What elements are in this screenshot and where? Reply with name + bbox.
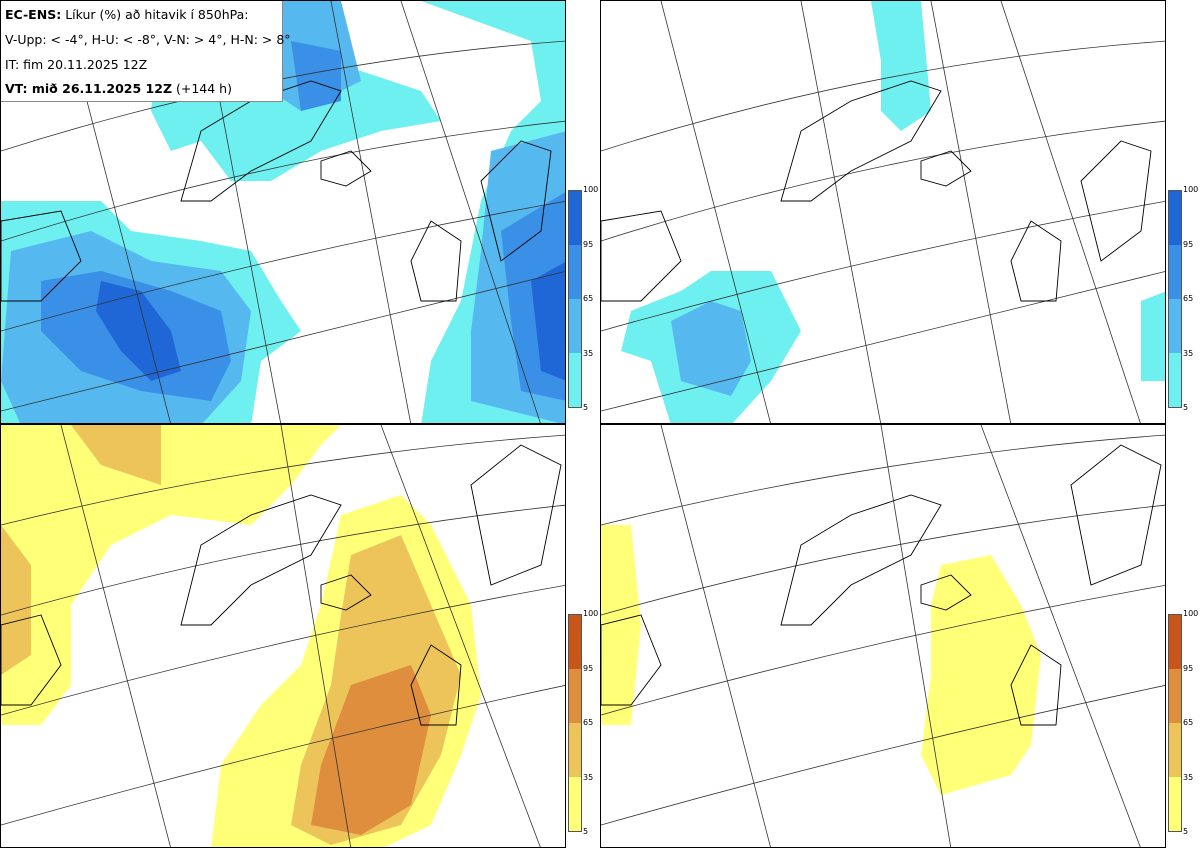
model-name: EC-ENS: (5, 7, 62, 22)
colorbar-segment (1169, 353, 1181, 407)
colorbar-segment (569, 615, 581, 669)
colorbar-segment (569, 191, 581, 245)
colorbar-tick-label: 95 (1183, 663, 1194, 673)
colorbar-segment (1169, 299, 1181, 353)
map-panel-warm-4 (0, 424, 566, 848)
colorbar-segment (1169, 615, 1181, 669)
colorbar-segment (1169, 777, 1181, 831)
map-cold-4 (1, 1, 565, 423)
colorbar-tick-label: 95 (583, 239, 594, 249)
colorbar-segment (1169, 669, 1181, 723)
map-warm-4 (1, 425, 565, 847)
valid-time: VT: mið 26.11.2025 12Z (5, 81, 173, 96)
colorbar-segment (1169, 245, 1181, 299)
colorbar-tick-label: 100 (1183, 609, 1199, 618)
colorbar-segment (1169, 191, 1181, 245)
colorbar-tick-label: 65 (1183, 718, 1194, 727)
colorbar-tick-label: 35 (583, 348, 594, 358)
title-text: Líkur (%) að hitavik í 850hPa: (65, 7, 249, 22)
colorbar-tick-label: 5 (583, 827, 589, 836)
colorbar-warm-4 (568, 614, 582, 832)
colorbar-cold-8 (1168, 190, 1182, 408)
shading-warm-4 (1, 425, 481, 847)
colorbar-segment (569, 245, 581, 299)
initial-time: IT: fim 20.11.2025 12Z (5, 57, 148, 72)
colorbar-warm-8 (1168, 614, 1182, 832)
colorbar-tick-label: 5 (1183, 827, 1189, 836)
colorbar-tick-label: 65 (1183, 294, 1194, 303)
coastlines-cold-4 (1, 80, 552, 302)
colorbar-segment (1169, 723, 1181, 777)
colorbar-tick-label: 35 (583, 772, 594, 782)
info-box: EC-ENS: Líkur (%) að hitavik í 850hPa: V… (1, 1, 291, 102)
map-warm-8 (601, 425, 1165, 847)
colorbar-tick-label: 65 (583, 294, 594, 303)
colorbar-tick-label: 95 (1183, 239, 1194, 249)
map-panel-cold-8 (600, 0, 1166, 424)
colorbar-segment (569, 353, 581, 407)
colorbar-tick-label: 5 (583, 403, 589, 412)
colorbar-tick-label: 95 (583, 663, 594, 673)
colorbar-segment (569, 669, 581, 723)
shading-warm-8 (601, 525, 1041, 795)
map-panel-cold-4: EC-ENS: Líkur (%) að hitavik í 850hPa: V… (0, 0, 566, 424)
colorbar-tick-label: 65 (583, 718, 594, 727)
lead-time: (+144 h) (176, 81, 232, 96)
colorbar-tick-label: 100 (583, 609, 599, 618)
map-panel-warm-8 (600, 424, 1166, 848)
colorbar-segment (569, 777, 581, 831)
map-cold-8 (601, 1, 1165, 423)
colorbar-tick-label: 100 (1183, 185, 1199, 194)
colorbar-cold-4 (568, 190, 582, 408)
colorbar-tick-label: 100 (583, 185, 599, 194)
colorbar-segment (569, 723, 581, 777)
colorbar-tick-label: 5 (1183, 403, 1189, 412)
colorbar-segment (569, 299, 581, 353)
shading-cold-8 (621, 1, 1165, 423)
thresholds-text: V-Upp: < -4°, H-U: < -8°, V-N: > 4°, H-N… (5, 32, 291, 47)
colorbar-tick-label: 35 (1183, 348, 1194, 358)
colorbar-tick-label: 35 (1183, 772, 1194, 782)
